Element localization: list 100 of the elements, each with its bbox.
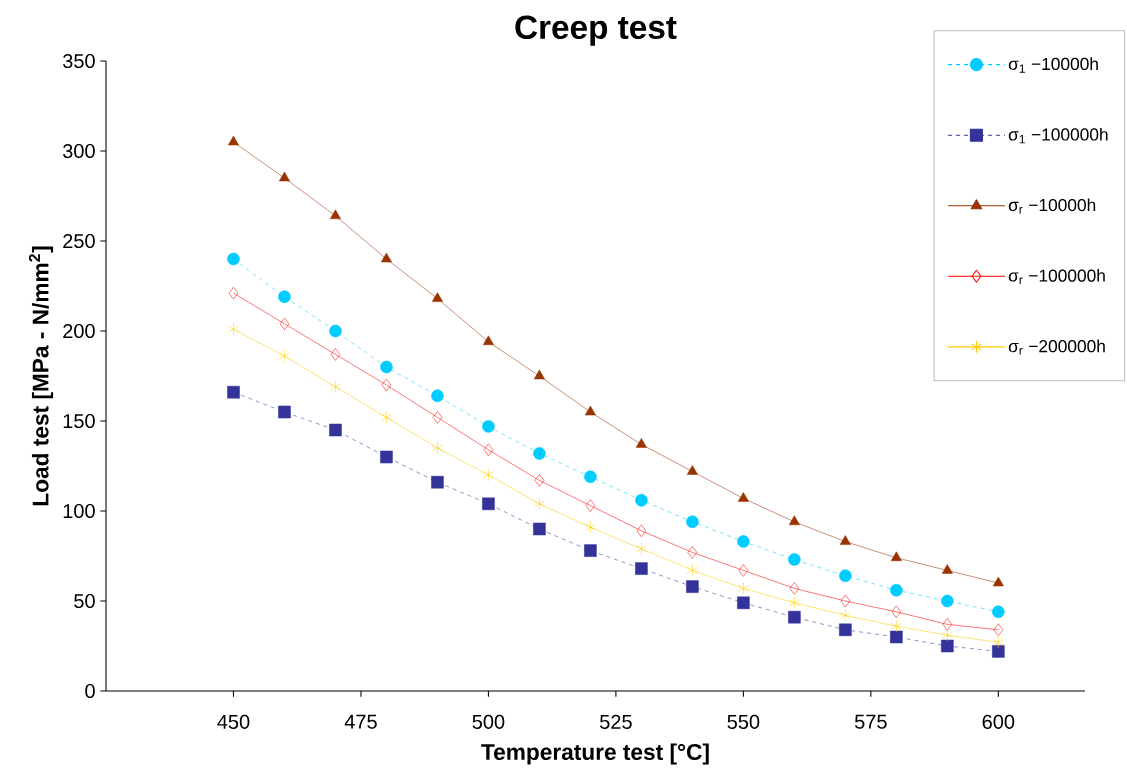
x-tick-label: 600 <box>982 714 1015 729</box>
y-tick-label: 50 <box>74 593 95 609</box>
point <box>330 348 341 361</box>
point <box>686 465 698 475</box>
legend-label: σ$_{1}$ −10000h <box>1008 57 1098 73</box>
point <box>329 380 341 394</box>
y-tick-label: 250 <box>63 233 95 249</box>
point <box>788 553 801 566</box>
point <box>533 497 545 511</box>
point <box>992 645 1005 658</box>
point <box>329 423 342 437</box>
point <box>228 322 239 336</box>
y-tick-label: 150 <box>63 413 95 429</box>
point <box>992 576 1004 587</box>
point <box>635 562 648 575</box>
point <box>533 447 546 460</box>
point <box>279 171 290 182</box>
point <box>890 551 902 562</box>
point <box>533 522 546 536</box>
point <box>278 405 291 419</box>
point <box>380 252 392 263</box>
y-tick-label: 200 <box>63 323 95 339</box>
point <box>228 135 239 146</box>
x-tick-label: 525 <box>600 714 632 729</box>
point <box>686 515 699 529</box>
point <box>839 609 851 622</box>
point <box>533 369 545 380</box>
point <box>227 385 240 399</box>
point <box>941 594 954 608</box>
point <box>891 605 902 619</box>
point <box>686 580 699 593</box>
point <box>788 610 801 624</box>
point <box>890 630 903 644</box>
point <box>635 542 647 556</box>
legend-label: σ$_{r}$ −10000h <box>1008 198 1096 214</box>
point <box>941 564 953 574</box>
point <box>584 520 596 534</box>
point <box>737 492 749 502</box>
chart-title: Creep test <box>515 15 677 46</box>
point <box>482 335 494 346</box>
point <box>431 441 443 455</box>
legend-label: σ$_{1}$ −100000h <box>1008 127 1108 144</box>
x-tick-label: 550 <box>727 714 760 729</box>
point <box>279 317 290 331</box>
point <box>431 389 444 403</box>
point <box>380 360 393 374</box>
y-axis-title: Load test [MPa - N/mm$^{2}$] <box>28 246 54 506</box>
point <box>482 420 495 433</box>
point <box>788 596 800 610</box>
point <box>482 468 494 482</box>
point <box>329 209 341 220</box>
point <box>890 619 902 633</box>
point <box>584 470 597 484</box>
point <box>482 497 495 511</box>
x-tick-label: 475 <box>344 714 377 729</box>
point <box>942 618 953 631</box>
x-tick-label: 575 <box>854 714 887 729</box>
point <box>636 524 647 538</box>
point <box>839 569 852 583</box>
point <box>941 628 953 642</box>
point <box>227 252 240 266</box>
point <box>890 583 903 597</box>
point <box>839 623 852 637</box>
point <box>279 349 290 363</box>
point <box>840 594 851 608</box>
point <box>738 564 749 577</box>
x-tick-label: 500 <box>472 714 505 729</box>
point <box>329 324 342 338</box>
y-tick-label: 0 <box>85 683 95 699</box>
point <box>737 582 749 595</box>
point <box>228 286 239 300</box>
point <box>431 292 443 302</box>
legend-label: σ$_{r}$ −100000h <box>1008 269 1105 284</box>
point <box>635 438 647 448</box>
point <box>585 499 596 512</box>
point <box>381 378 392 392</box>
point <box>941 639 954 653</box>
point <box>431 475 444 489</box>
point <box>534 474 545 487</box>
point <box>839 535 851 545</box>
legend-label: σ$_{r}$ −200000h <box>1008 339 1105 355</box>
point <box>788 515 800 526</box>
point <box>789 582 800 595</box>
point <box>737 535 750 548</box>
point <box>993 623 1004 637</box>
point <box>380 450 393 464</box>
point <box>992 605 1005 619</box>
point <box>584 405 596 416</box>
point <box>380 411 392 424</box>
point <box>737 596 750 610</box>
point <box>635 493 648 507</box>
y-tick-label: 100 <box>63 503 95 519</box>
point <box>432 411 443 424</box>
point <box>992 636 1004 649</box>
point <box>483 443 494 457</box>
point <box>687 546 698 559</box>
y-tick-label: 300 <box>62 143 95 159</box>
x-tick-label: 450 <box>217 714 250 729</box>
point <box>584 544 597 557</box>
y-tick-label: 350 <box>62 53 95 69</box>
